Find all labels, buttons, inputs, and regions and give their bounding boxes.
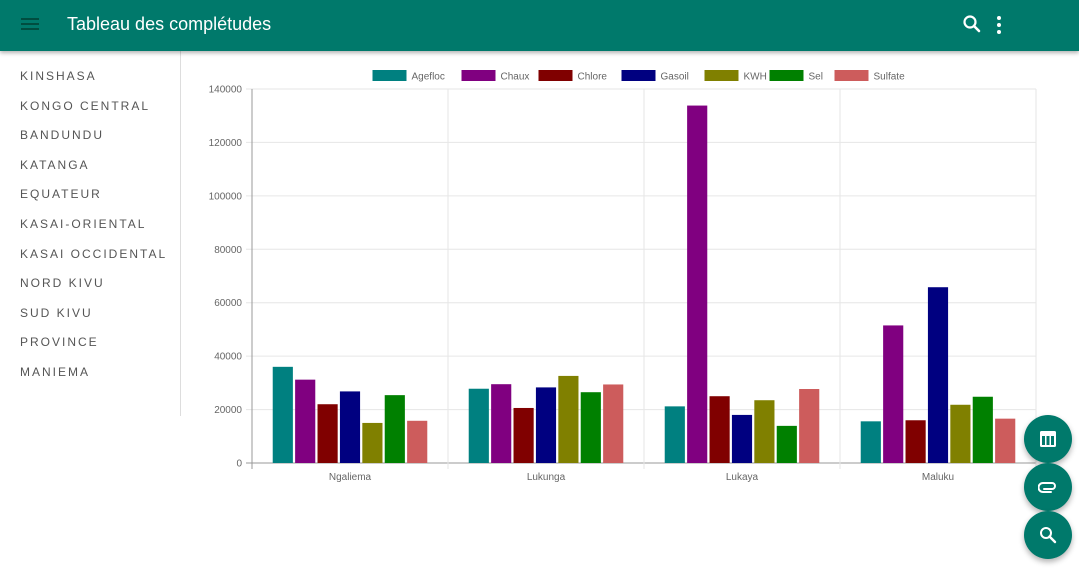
attachment-icon [1038, 482, 1056, 493]
legend-swatch [538, 70, 573, 81]
bar [927, 287, 949, 463]
bar [776, 425, 797, 463]
legend-swatch [461, 70, 496, 81]
bar [603, 384, 624, 463]
x-tick-label: Maluku [922, 472, 954, 483]
sidebar-item-kasai-oriental[interactable]: KASAI-ORIENTAL [20, 217, 147, 231]
bar [513, 407, 534, 463]
bar [995, 418, 1016, 463]
legend-label: KWH [744, 72, 767, 83]
sidebar-item-nord-kivu[interactable]: NORD KIVU [20, 276, 105, 290]
x-tick-label: Ngaliema [329, 472, 372, 483]
y-tick-label: 40000 [214, 352, 242, 363]
bar [664, 406, 685, 463]
bar [709, 396, 730, 463]
legend-label: Sel [809, 72, 823, 83]
more-vert-icon[interactable] [990, 14, 1008, 36]
bar [950, 404, 971, 463]
legend-label: Chlore [578, 72, 608, 83]
table-fab-button[interactable] [1024, 415, 1072, 463]
bar [580, 392, 601, 463]
legend-label: Sulfate [874, 72, 906, 83]
sidebar-item-equateur[interactable]: EQUATEUR [20, 187, 102, 201]
table-icon [1040, 431, 1056, 447]
bar [407, 420, 428, 463]
completude-chart: 0 20000 40000 60000 80000 100000 120000 140000 N… [190, 60, 1050, 560]
legend-swatch [621, 70, 656, 81]
y-tick-label: 0 [236, 459, 242, 470]
attachment-fab-button[interactable] [1024, 463, 1072, 511]
y-tick-label: 20000 [214, 405, 242, 416]
y-tick-label: 80000 [214, 245, 242, 256]
y-tick-label: 140000 [209, 85, 243, 96]
bar [491, 384, 512, 463]
sidebar-item-kasai-occidental[interactable]: KASAI OCCIDENTAL [20, 247, 168, 261]
bar [272, 366, 293, 463]
sidebar-item-maniema[interactable]: MANIEMA [20, 365, 91, 379]
bar [362, 422, 383, 463]
y-tick-label: 100000 [209, 191, 243, 202]
legend-label: Chaux [501, 72, 530, 83]
x-tick-label: Lukaya [726, 472, 759, 483]
sidebar-item-bandundu[interactable]: BANDUNDU [20, 128, 105, 142]
search-icon [1040, 527, 1057, 544]
bar [754, 400, 775, 463]
province-sidebar: KINSHASA KONGO CENTRAL BANDUNDU KATANGA … [0, 51, 181, 416]
x-tick-label: Lukunga [527, 472, 566, 483]
sidebar-item-katanga[interactable]: KATANGA [20, 158, 90, 172]
bar [972, 396, 993, 463]
bar [731, 414, 753, 463]
bar [295, 379, 316, 463]
bar [883, 325, 904, 463]
bar-chart-svg: 0 20000 40000 60000 80000 100000 120000 140000 N… [209, 70, 1037, 483]
sidebar-item-kongo-central[interactable]: KONGO CENTRAL [20, 99, 151, 113]
sidebar-item-sud-kivu[interactable]: SUD KIVU [20, 306, 93, 320]
bar [535, 387, 557, 463]
search-fab-button[interactable] [1024, 511, 1072, 559]
y-tick-label: 120000 [209, 138, 243, 149]
sidebar-item-kinshasa[interactable]: KINSHASA [20, 69, 97, 83]
sidebar-item-province[interactable]: PROVINCE [20, 335, 99, 349]
search-icon[interactable] [962, 14, 984, 36]
app-bar: Tableau des complétudes [0, 0, 1079, 51]
menu-icon[interactable] [20, 15, 40, 35]
bar [799, 389, 820, 463]
legend-swatch [704, 70, 739, 81]
page-title: Tableau des complétudes [67, 14, 272, 34]
legend-swatch [372, 70, 407, 81]
bar [384, 395, 405, 463]
bar [905, 420, 926, 463]
legend-swatch [769, 70, 804, 81]
bar [687, 105, 708, 463]
bar [339, 391, 361, 463]
bar [558, 375, 579, 463]
bar [860, 421, 881, 463]
bar [317, 404, 338, 463]
y-tick-label: 60000 [214, 298, 242, 309]
bar [468, 388, 489, 463]
legend-label: Agefloc [412, 72, 445, 83]
legend-label: Gasoil [661, 72, 689, 83]
legend-swatch [834, 70, 869, 81]
